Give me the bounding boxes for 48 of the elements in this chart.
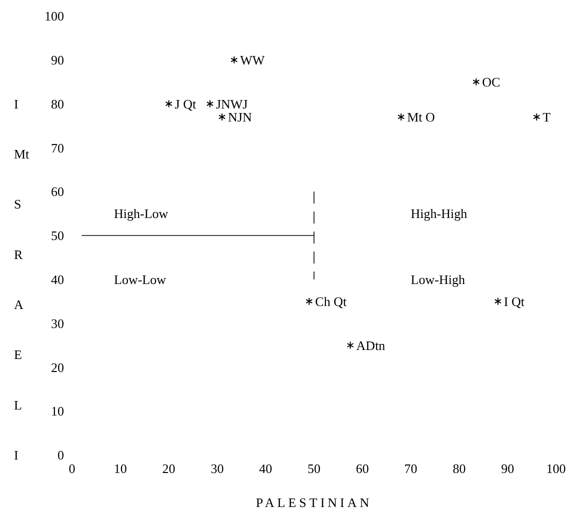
y-tick-label: 90	[51, 52, 64, 68]
annotation: Mt O	[407, 110, 435, 125]
annotation: Low-High	[410, 272, 466, 287]
y-tick-label: 0	[58, 448, 64, 463]
x-tick-label: 20	[162, 461, 176, 476]
x-tick-label: 30	[210, 461, 224, 476]
annotation: T	[542, 110, 551, 125]
x-tick-label: 40	[259, 461, 272, 476]
point	[398, 112, 405, 121]
y-tick-label: 30	[51, 316, 64, 331]
y-tick-label: 80	[51, 96, 64, 112]
x-axis-title: PALESTINIAN	[256, 495, 372, 510]
x-tick-label: 100	[546, 461, 566, 476]
annotation: OC	[482, 74, 500, 90]
y-tick-label: 60	[51, 184, 64, 200]
point	[165, 100, 172, 108]
annotation: J Qt	[174, 96, 196, 112]
x-tick-label: 70	[404, 461, 418, 476]
x-tick-label: 0	[68, 461, 76, 476]
point	[306, 297, 313, 306]
y-tick-label: 50	[51, 228, 64, 244]
point	[494, 297, 502, 306]
text: I Mt S R A E L I	[14, 96, 30, 463]
point	[346, 341, 354, 350]
y-tick-label: 40	[51, 272, 64, 287]
point	[533, 112, 540, 121]
annotation: WW	[240, 52, 266, 68]
x-tick-label: 90	[501, 461, 514, 476]
annotation: ADtn	[356, 338, 386, 353]
y-tick-label: 20	[51, 360, 64, 375]
y-tick-label: 10	[51, 404, 64, 419]
point	[218, 112, 226, 121]
x-tick-label: 10	[114, 461, 127, 476]
annotation: I Qt	[504, 294, 525, 309]
point	[472, 78, 480, 86]
annotation: JNWJ	[216, 96, 248, 112]
annotation: High-High	[410, 206, 468, 222]
annotation: NJN	[228, 110, 252, 125]
x-tick-label: 60	[356, 461, 369, 476]
y-tick-label: 70	[51, 140, 64, 156]
point	[230, 56, 238, 64]
annotation: High-Low	[114, 206, 169, 222]
annotation: Ch Qt	[315, 294, 347, 309]
x-tick-label: 80	[452, 461, 466, 476]
point	[206, 100, 214, 108]
annotation: Low-Low	[114, 272, 167, 287]
x-tick-label: 50	[308, 461, 320, 476]
y-tick-label: 100	[44, 8, 64, 24]
